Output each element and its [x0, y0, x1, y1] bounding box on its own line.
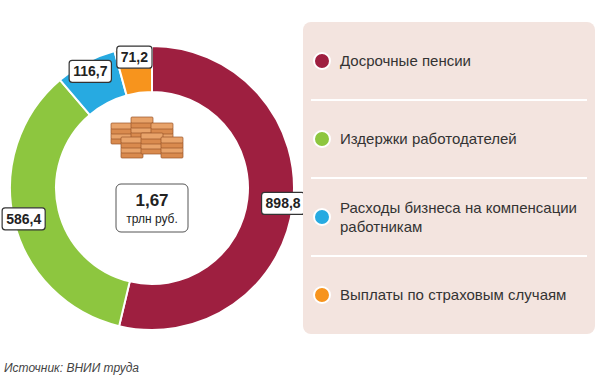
data-label: 71,2	[117, 46, 152, 68]
legend-label: Выплаты по страховым случаям	[340, 286, 566, 303]
legend-panel	[303, 22, 595, 334]
total-frame	[116, 184, 188, 232]
money-bill	[141, 133, 163, 139]
data-label-box	[117, 46, 152, 68]
legend-marker	[314, 287, 330, 303]
money-bill	[161, 137, 183, 143]
slice	[10, 80, 130, 326]
data-label-text: 898,8	[266, 195, 301, 211]
legend-label: Издержки работодателей	[340, 130, 517, 147]
total-unit: трлн руб.	[126, 212, 178, 226]
money-bill	[151, 123, 173, 129]
data-label: 586,4	[2, 208, 45, 230]
legend-marker	[314, 53, 330, 69]
legend: Досрочные пенсии Издержки работодателей Ра…	[303, 22, 595, 334]
data-label-text: 116,7	[73, 63, 107, 79]
total-value: 1,67	[135, 191, 168, 210]
source: Источник: ВНИИ труда	[4, 361, 139, 375]
data-label: 898,8	[262, 192, 305, 214]
legend-marker	[314, 131, 330, 147]
total-box: 1,67 трлн руб.	[116, 184, 188, 232]
slice	[114, 46, 152, 95]
chart: 1,67 трлн руб. 898,8 586,4 116,7 71,2 Досрочны…	[0, 0, 600, 390]
legend-separator	[311, 177, 587, 179]
data-label-box	[69, 60, 111, 82]
legend-separator	[311, 99, 587, 101]
legend-marker	[314, 209, 330, 225]
data-label: 116,7	[69, 60, 111, 82]
data-label-box	[2, 208, 45, 230]
legend-label: Расходы бизнеса на компенсацииработникам	[340, 199, 577, 235]
money-bill	[121, 137, 143, 143]
data-label-text: 71,2	[121, 49, 148, 65]
data-label-box	[262, 192, 305, 214]
money-bill	[111, 123, 133, 129]
data-label-text: 586,4	[6, 211, 41, 227]
legend-separator	[311, 255, 587, 257]
money-icon	[111, 117, 183, 158]
legend-label: Досрочные пенсии	[340, 52, 471, 69]
donut	[10, 46, 294, 330]
money-bill	[131, 117, 153, 123]
